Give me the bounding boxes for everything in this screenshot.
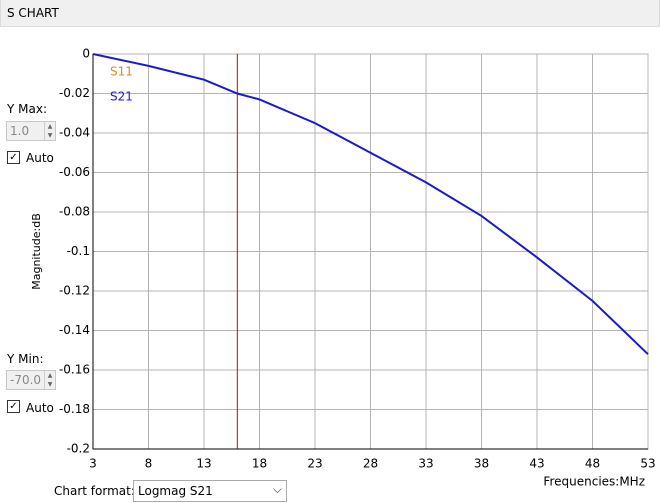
- panel-title: S CHART: [7, 6, 59, 20]
- x-axis-label: Frequencies:MHz: [543, 475, 645, 489]
- legend-entry: S11: [110, 65, 133, 79]
- y-tick-label: 0: [82, 47, 90, 61]
- y-tick-label: -0.14: [59, 323, 90, 337]
- y-min-value: -70.0: [10, 373, 42, 387]
- format-select[interactable]: Logmag S21 ⌵: [133, 480, 287, 502]
- spin-buttons[interactable]: ▲ ▼: [44, 371, 55, 389]
- y-tick-label: -0.04: [59, 126, 90, 140]
- y-tick-label: -0.16: [59, 363, 90, 377]
- y-tick-label: -0.06: [59, 165, 90, 179]
- y-max-label: Y Max:: [7, 102, 47, 116]
- x-tick-label: 43: [529, 457, 544, 471]
- y-max-value: 1.0: [10, 124, 30, 138]
- x-tick-label: 33: [418, 457, 433, 471]
- spin-buttons[interactable]: ▲ ▼: [44, 122, 55, 140]
- legend-entry: S21: [110, 90, 133, 104]
- y-min-input[interactable]: -70.0 ▲ ▼: [6, 370, 56, 390]
- y-max-input[interactable]: 1.0 ▲ ▼: [6, 121, 56, 141]
- series-line: [92, 53, 649, 355]
- panel-header: S CHART: [0, 0, 660, 27]
- x-tick-label: 18: [252, 457, 267, 471]
- y-max-auto-checkbox[interactable]: ✓: [7, 151, 20, 164]
- x-tick-label: 3: [89, 457, 97, 471]
- x-tick-label: 23: [307, 457, 322, 471]
- x-tick-label: 28: [363, 457, 378, 471]
- x-tick-label: 48: [585, 457, 600, 471]
- x-tick-label: 38: [474, 457, 489, 471]
- y-min-label: Y Min:: [7, 352, 44, 366]
- y-min-auto-label: Auto: [26, 401, 54, 415]
- y-max-auto-label: Auto: [26, 151, 54, 165]
- x-tick-label: 53: [640, 457, 655, 471]
- y-tick-label: -0.18: [59, 402, 90, 416]
- y-min-auto-checkbox[interactable]: ✓: [7, 400, 20, 413]
- format-label: Chart format:: [54, 484, 135, 498]
- y-tick-label: -0.12: [59, 284, 90, 298]
- y-axis-label: Magnitude:dB: [30, 213, 43, 290]
- y-tick-label: -0.1: [67, 244, 90, 258]
- x-tick-label: 8: [145, 457, 153, 471]
- y-tick-label: -0.02: [59, 86, 90, 100]
- format-value: Logmag S21: [138, 484, 213, 498]
- dropdown-arrow[interactable]: ⌵: [272, 482, 282, 496]
- x-tick-label: 13: [196, 457, 211, 471]
- y-tick-label: -0.2: [67, 442, 90, 456]
- y-tick-label: -0.08: [59, 205, 90, 219]
